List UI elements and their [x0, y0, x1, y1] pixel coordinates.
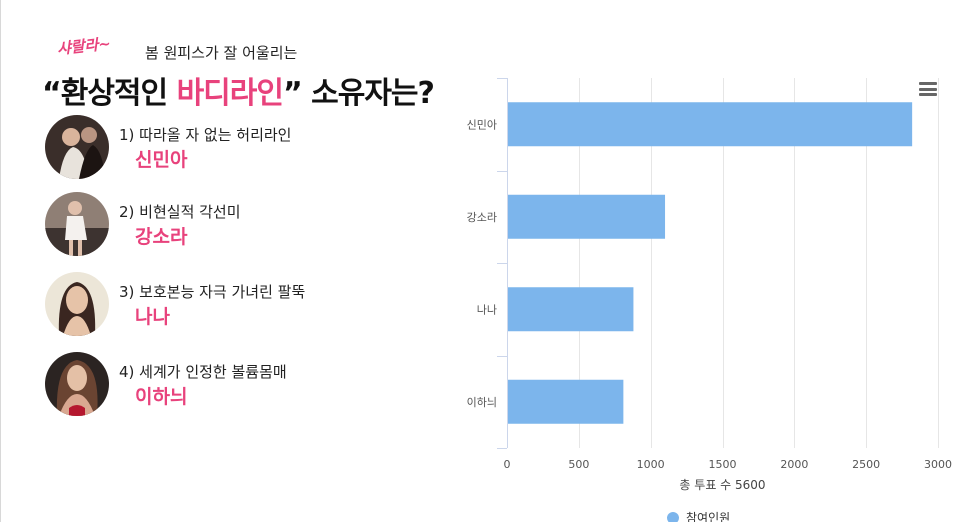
bar [508, 287, 634, 332]
bar [508, 102, 913, 147]
x-tick-label: 1500 [709, 458, 737, 471]
candidate-name: 이하늬 [135, 386, 188, 408]
headline-close: ” 소유자는? [282, 76, 435, 111]
x-tick-label: 1000 [637, 458, 665, 471]
legend-label: 참여인원 [686, 511, 730, 522]
category-label: 나나 [477, 303, 497, 316]
category-label: 신민아 [467, 118, 497, 131]
headline: “환상적인 바디라인” 소유자는? [42, 68, 435, 112]
x-tick-label: 500 [568, 458, 589, 471]
candidate-name: 나나 [135, 306, 170, 328]
candidate-desc: 3) 보호본능 자극 가녀린 팔뚝 [119, 283, 306, 301]
x-tick-label: 3000 [924, 458, 952, 471]
candidate-item: 4) 세계가 인정한 볼륨몸매 이하늬 [45, 352, 465, 418]
avatar [45, 115, 109, 179]
candidate-name: 신민아 [135, 149, 188, 171]
hamburger-menu-icon[interactable] [919, 82, 937, 96]
category-label: 이하늬 [467, 395, 497, 409]
candidate-item: 3) 보호본능 자극 가녀린 팔뚝 나나 [45, 272, 465, 338]
category-label: 강소라 [467, 211, 497, 224]
candidate-item: 1) 따라올 자 없는 허리라인 신민아 [45, 115, 465, 181]
x-tick-label: 0 [504, 458, 511, 471]
headline-highlight: 바디라인 [176, 76, 284, 111]
x-axis-title: 총 투표 수 5600 [679, 478, 765, 492]
candidate-item: 2) 비현실적 각선미 강소라 [45, 192, 465, 258]
candidate-desc: 2) 비현실적 각선미 [119, 203, 241, 221]
bar [508, 379, 624, 424]
candidate-name: 강소라 [135, 226, 188, 248]
avatar [45, 272, 109, 336]
kicker-text: 봄 원피스가 잘 어울리는 [145, 44, 298, 62]
legend-marker [667, 512, 679, 522]
candidate-desc: 1) 따라올 자 없는 허리라인 [119, 126, 292, 144]
headline-open: “환상적인 [42, 76, 177, 111]
bar [508, 194, 666, 239]
page-left-border [0, 0, 1, 522]
x-tick-label: 2500 [852, 458, 880, 471]
avatar [45, 352, 109, 416]
x-tick-label: 2000 [780, 458, 808, 471]
candidate-desc: 4) 세계가 인정한 볼륨몸매 [119, 363, 287, 381]
